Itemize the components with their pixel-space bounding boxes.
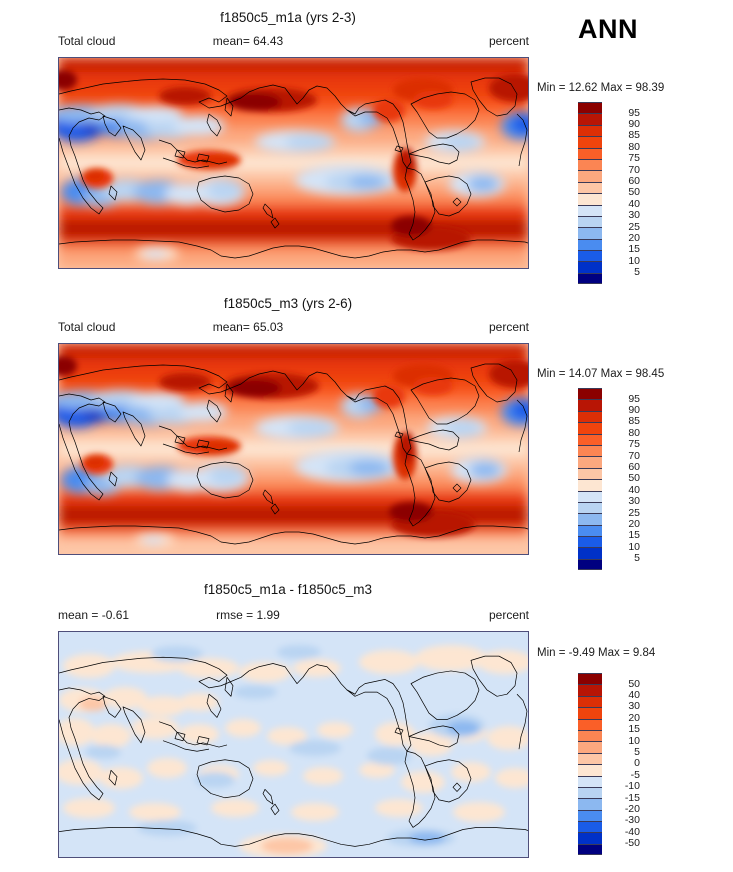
colorbar-control[interactable]: 95 90 85 80 75 70 60 50 40 30 25 20 15 1… — [578, 388, 640, 571]
panel-title: f1850c5_m1a - f1850c5_m3 — [203, 582, 373, 597]
colorbar-tick: 85 — [628, 415, 640, 428]
units-label: percent — [488, 608, 529, 622]
mean-label: mean = -0.61 — [58, 608, 130, 622]
colorbar-tick: 5 — [634, 746, 640, 759]
minmax-label-test: Min = 12.62 Max = 98.39 — [537, 82, 665, 94]
colorbar-tick: -20 — [624, 802, 640, 815]
season-label: ANN — [578, 14, 638, 44]
colorbar-tick: 30 — [628, 495, 640, 508]
colorbar-tick: 15 — [628, 529, 640, 542]
map-plot-test[interactable] — [58, 57, 529, 269]
variable-label: Total cloud — [58, 34, 116, 48]
colorbar-tick: 25 — [628, 220, 640, 233]
colorbar-tick: 50 — [628, 186, 640, 199]
colorbar-labels-control: 95 90 85 80 75 70 60 50 40 30 25 20 15 1… — [606, 392, 640, 565]
units-label: percent — [488, 320, 529, 334]
colorbar-tick: 20 — [628, 711, 640, 724]
colorbar-tick: 70 — [628, 163, 640, 176]
colorbar-difference[interactable]: 50 40 30 20 15 10 5 0 -5 -10 -15 -20 -30… — [578, 673, 640, 856]
colorbar-tick: 80 — [628, 140, 640, 153]
panel-title: f1850c5_m1a (yrs 2-3) — [220, 10, 356, 25]
colorbar-tick: -15 — [624, 791, 640, 804]
colorbar-tick: 95 — [628, 106, 640, 119]
colorbar-tick: 80 — [628, 426, 640, 439]
units-label: percent — [488, 34, 529, 48]
colorbar-labels-difference: 50 40 30 20 15 10 5 0 -5 -10 -15 -20 -30… — [606, 677, 640, 850]
colorbar-tick: 20 — [628, 231, 640, 244]
colorbar-tick: 50 — [628, 472, 640, 485]
colorbar-tick: 20 — [628, 517, 640, 530]
map-plot-control[interactable] — [58, 343, 529, 555]
colorbar-tick: 40 — [628, 483, 640, 496]
variable-label: Total cloud — [58, 320, 116, 334]
minmax-label-control: Min = 14.07 Max = 98.45 — [537, 368, 665, 380]
colorbar-tick: 30 — [628, 700, 640, 713]
colorbar-tick: 75 — [628, 152, 640, 165]
colorbar-tick: -5 — [630, 768, 640, 781]
colorbar-tick: 75 — [628, 438, 640, 451]
colorbar-tick: 5 — [634, 552, 640, 565]
mean-label: mean= 64.43 — [212, 34, 284, 48]
colorbar-tick: 60 — [628, 461, 640, 474]
colorbar-tick: 25 — [628, 506, 640, 519]
colorbar-tick: -10 — [624, 780, 640, 793]
colorbar-tick: 15 — [628, 243, 640, 256]
colorbar-tick: -30 — [624, 814, 640, 827]
colorbar-tick: 10 — [628, 734, 640, 747]
colorbar-tick: 90 — [628, 404, 640, 417]
minmax-label-difference: Min = -9.49 Max = 9.84 — [537, 647, 656, 659]
colorbar-tick: 60 — [628, 175, 640, 188]
colorbar-test[interactable]: 95 90 85 80 75 70 60 50 40 30 25 20 15 1… — [578, 102, 640, 285]
colorbar-tick: 40 — [628, 689, 640, 702]
colorbar-tick: 10 — [628, 540, 640, 553]
colorbar-labels-test: 95 90 85 80 75 70 60 50 40 30 25 20 15 1… — [606, 106, 640, 279]
colorbar-tick: 40 — [628, 197, 640, 210]
colorbar-tick: 95 — [628, 392, 640, 405]
panel-title: f1850c5_m3 (yrs 2-6) — [223, 296, 353, 311]
colorbar-tick: 70 — [628, 449, 640, 462]
colorbar-tick: -50 — [624, 837, 640, 850]
map-plot-difference[interactable] — [58, 631, 529, 858]
colorbar-tick: 0 — [634, 757, 640, 770]
rmse-label: rmse = 1.99 — [216, 608, 280, 622]
colorbar-tick: -40 — [624, 825, 640, 838]
colorbar-tick: 15 — [628, 723, 640, 736]
colorbar-tick: 10 — [628, 254, 640, 267]
colorbar-tick: 50 — [628, 677, 640, 690]
mean-label: mean= 65.03 — [212, 320, 284, 334]
colorbar-tick: 90 — [628, 118, 640, 131]
colorbar-tick: 30 — [628, 209, 640, 222]
colorbar-tick: 5 — [634, 266, 640, 279]
colorbar-tick: 85 — [628, 129, 640, 142]
